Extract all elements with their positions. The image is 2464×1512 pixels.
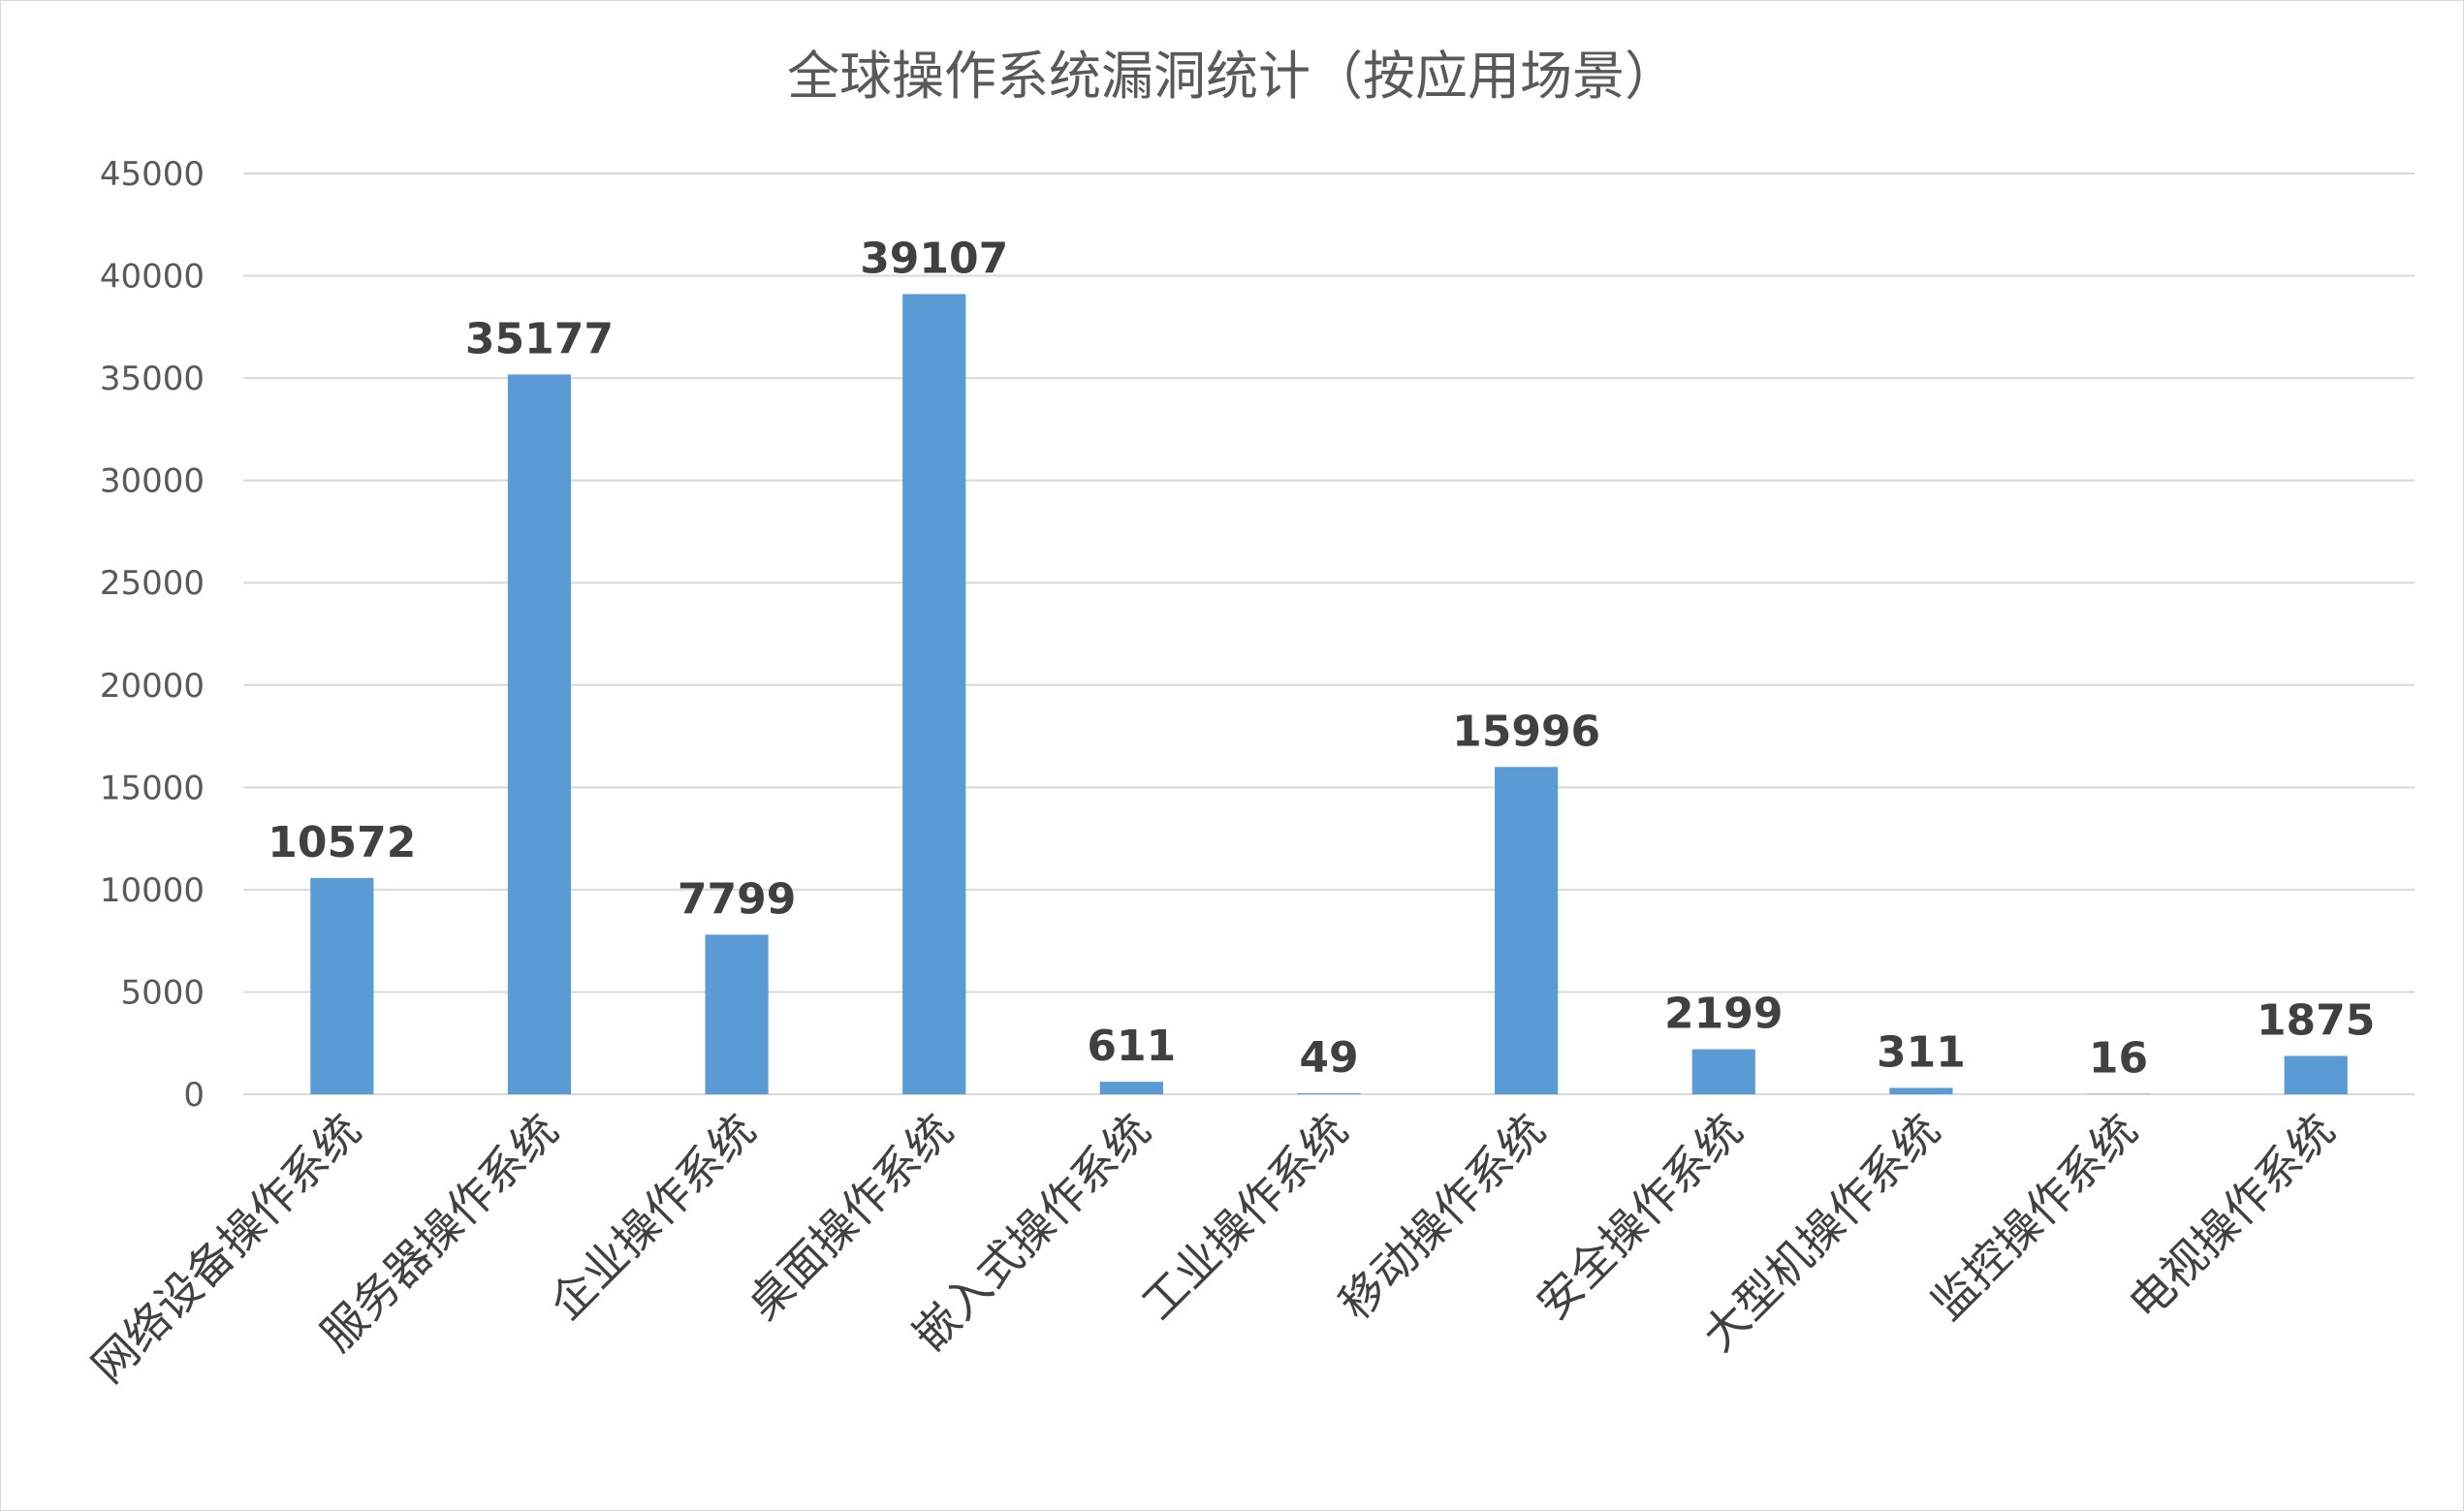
- bar: [1889, 1087, 1952, 1094]
- bar: [1692, 1050, 1755, 1094]
- bar: [508, 374, 571, 1094]
- data-label: 15996: [1452, 707, 1600, 756]
- x-tick-label: 电视操作系统: [2119, 1104, 2345, 1330]
- bar: [310, 878, 373, 1094]
- data-label: 1875: [2257, 995, 2375, 1045]
- x-tick-label: 企业操作系统: [540, 1104, 766, 1330]
- y-tick-label: 25000: [100, 564, 205, 603]
- x-tick-label: 工业操作系统: [1131, 1104, 1357, 1330]
- y-tick-label: 5000: [120, 973, 205, 1012]
- data-labels: 10572 35177 7799 39107 611 49 15996 2199 311 16 18…: [268, 234, 2375, 1083]
- y-tick-label: 10000: [100, 871, 205, 910]
- y-tick-label: 0: [183, 1076, 205, 1115]
- y-tick-label: 20000: [100, 667, 205, 706]
- bar: [706, 934, 769, 1094]
- data-label: 611: [1087, 1022, 1176, 1071]
- x-tick-label: 桌面操作系统: [737, 1104, 963, 1330]
- y-axis-ticks: 0 5000 10000 15000 20000 25000 30000 35000 40000…: [100, 155, 205, 1115]
- data-label: 311: [1877, 1027, 1966, 1077]
- bar: [2285, 1055, 2348, 1094]
- data-label: 35177: [465, 314, 614, 363]
- x-tick-label: 网络设备操作系统: [81, 1104, 370, 1393]
- data-label: 49: [1299, 1033, 1358, 1083]
- bar: [1495, 767, 1558, 1094]
- bar: [902, 294, 965, 1094]
- y-tick-label: 15000: [100, 769, 205, 807]
- data-label: 2199: [1664, 990, 1783, 1039]
- bar: [1100, 1082, 1163, 1094]
- data-label: 39107: [860, 234, 1008, 283]
- x-tick-label: 移动操作系统: [1329, 1104, 1555, 1330]
- bar: [1297, 1093, 1360, 1094]
- y-tick-label: 30000: [100, 462, 205, 501]
- data-label: 10572: [268, 818, 416, 867]
- data-label: 16: [2089, 1034, 2148, 1084]
- y-tick-label: 45000: [100, 155, 205, 194]
- x-tick-label: 安全操作系统: [1527, 1104, 1753, 1330]
- data-label: 7799: [678, 874, 796, 924]
- chart-title: 全球操作系统漏洞统计（按应用场景）: [787, 46, 1677, 107]
- bars: [310, 294, 2348, 1094]
- y-tick-label: 35000: [100, 360, 205, 398]
- y-tick-label: 40000: [100, 258, 205, 297]
- x-axis-ticks: 网络设备操作系统服务器操作系统企业操作系统桌面操作系统嵌入式操作系统工业操作系统…: [81, 1104, 2345, 1393]
- x-tick-label: 监控操作系统: [1921, 1104, 2147, 1330]
